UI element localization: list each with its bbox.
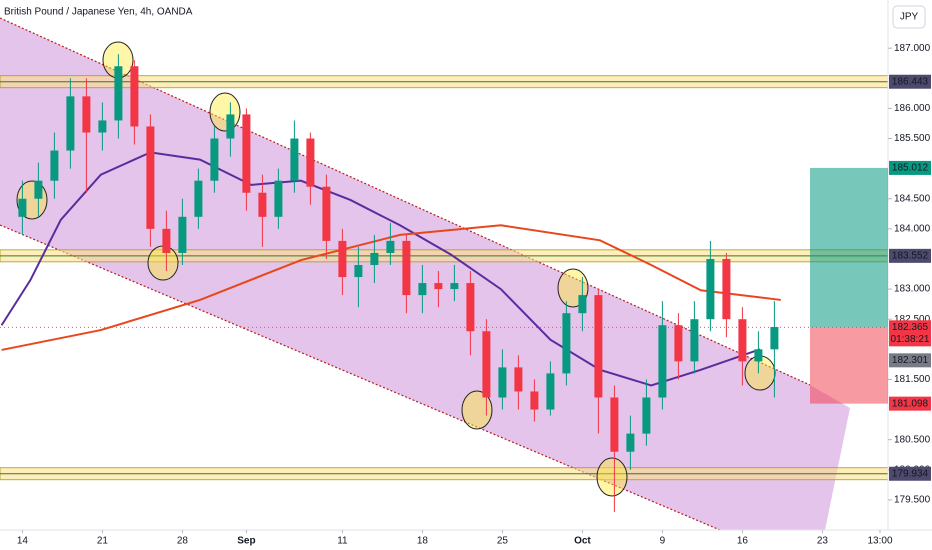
candle-body xyxy=(514,367,523,392)
moving-average xyxy=(1,224,781,351)
level-label: 179.934 xyxy=(892,468,929,479)
candle-body xyxy=(578,295,587,314)
candle-body xyxy=(162,228,171,253)
candle-body xyxy=(690,319,699,362)
candle-body xyxy=(770,327,779,350)
candle-body xyxy=(322,186,331,241)
candle-body xyxy=(530,391,539,410)
x-tick-label: 23 xyxy=(817,536,829,547)
candle-body xyxy=(146,126,155,229)
y-tick-label: 181.500 xyxy=(894,374,931,385)
level-label-box xyxy=(889,74,931,89)
candle-body xyxy=(354,265,363,278)
y-tick-label: 186.000 xyxy=(894,103,931,114)
entry-label-box xyxy=(889,320,931,347)
x-tick-label: Oct xyxy=(574,536,591,547)
candle-body xyxy=(450,283,459,290)
x-tick-label: 16 xyxy=(737,536,749,547)
candle-body xyxy=(306,138,315,187)
profit-zone xyxy=(810,167,888,328)
candle-body xyxy=(706,258,715,320)
x-tick-label: Sep xyxy=(237,536,255,547)
candle-body xyxy=(754,349,763,362)
y-tick-label: 180.500 xyxy=(894,434,931,445)
x-tick-label: 11 xyxy=(337,536,348,547)
x-tick-label: 9 xyxy=(660,536,666,547)
y-tick-label: 184.000 xyxy=(894,224,931,235)
candle-body xyxy=(210,138,219,181)
candle-body xyxy=(674,325,683,362)
y-tick-label: 184.500 xyxy=(894,193,931,204)
candle-body xyxy=(482,331,491,398)
candle-body xyxy=(562,313,571,374)
level-label: 183.552 xyxy=(892,250,929,261)
candle-body xyxy=(386,240,395,253)
candle-body xyxy=(610,397,619,452)
candle-body xyxy=(194,180,203,217)
candle-body xyxy=(114,66,123,121)
touch-circle xyxy=(209,92,241,132)
candle-body xyxy=(466,283,475,332)
candle-body xyxy=(738,319,747,362)
candle-body xyxy=(258,192,267,217)
candle-body xyxy=(242,114,251,193)
candle-body xyxy=(402,240,411,296)
y-tick-label: 182.500 xyxy=(894,314,931,325)
candle-body xyxy=(418,283,427,296)
candle-body xyxy=(66,96,75,151)
candle-body xyxy=(130,66,139,127)
x-tick-label: 28 xyxy=(177,536,189,547)
candle-body xyxy=(498,367,507,398)
candle-body xyxy=(722,258,731,320)
candle-body xyxy=(290,138,299,181)
y-tick-label: 183.000 xyxy=(894,284,931,295)
x-tick-label: 14 xyxy=(17,536,29,547)
candle-body xyxy=(50,150,59,181)
loss-zone xyxy=(810,327,888,404)
candle-body xyxy=(626,433,635,452)
currency-button[interactable] xyxy=(892,5,926,29)
candle-body xyxy=(18,198,27,217)
x-tick-label: 18 xyxy=(417,536,429,547)
candle-body xyxy=(338,240,347,278)
currency-label[interactable]: JPY xyxy=(900,12,919,23)
last-price-label: 182.301 xyxy=(892,355,929,366)
target-label-box xyxy=(889,160,931,175)
touch-circle xyxy=(461,390,493,430)
x-tick-label: 13:00 xyxy=(867,536,892,547)
moving-average xyxy=(0,151,761,387)
level-label-box xyxy=(889,248,931,263)
y-tick-label: 185.500 xyxy=(894,133,931,144)
target-label: 185.012 xyxy=(892,163,929,174)
stop-label-box xyxy=(889,396,931,411)
candle-body xyxy=(370,252,379,265)
candle-body xyxy=(98,120,107,133)
level-label-box xyxy=(889,466,931,481)
stop-label: 181.098 xyxy=(892,398,929,409)
candle-body xyxy=(178,216,187,253)
candle-body xyxy=(434,283,443,290)
countdown: 01:38:21 xyxy=(891,334,930,345)
last-price-box xyxy=(889,353,931,368)
candle-body xyxy=(594,295,603,398)
touch-circle xyxy=(596,457,628,497)
x-tick-label: 21 xyxy=(97,536,109,547)
candle-body xyxy=(658,325,667,398)
entry-label: 182.365 xyxy=(892,322,929,333)
candle-body xyxy=(82,96,91,133)
candle-body xyxy=(34,180,43,199)
candle-body xyxy=(546,373,555,410)
candle-body xyxy=(226,114,235,139)
level-label: 186.443 xyxy=(892,76,929,87)
chart-title: British Pound / Japanese Yen, 4h, OANDA xyxy=(4,7,193,18)
y-tick-label: 187.000 xyxy=(894,43,931,54)
y-tick-label: 179.500 xyxy=(894,495,931,506)
candle-body xyxy=(274,180,283,217)
candle-body xyxy=(642,397,651,434)
x-tick-label: 25 xyxy=(497,536,509,547)
